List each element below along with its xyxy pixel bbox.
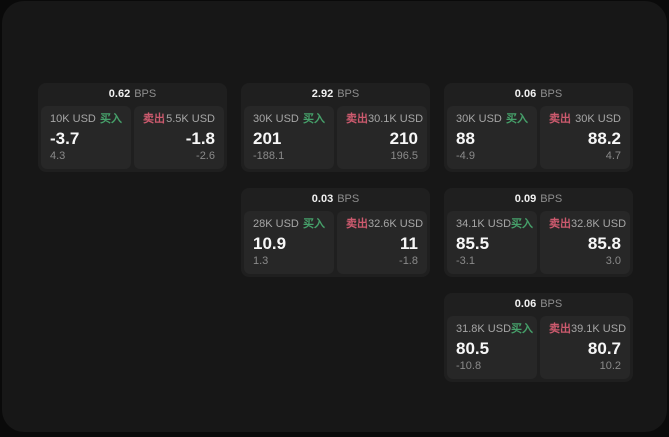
buy-side-label: 买入 xyxy=(303,218,325,230)
spread-bps-unit: BPS xyxy=(540,88,563,100)
spread-bps-unit: BPS xyxy=(337,193,360,205)
card-header: 0.06 BPS xyxy=(444,293,633,316)
card-body: 31.8K USD 买入 80.5 -10.8 卖出 39.1K USD 80.… xyxy=(444,316,633,382)
quote-card: 0.06 BPS 30K USD 买入 88 -4.9 卖出 30K USD xyxy=(444,83,633,172)
spread-bps-unit: BPS xyxy=(337,88,360,100)
quote-card-grid: 0.62 BPS 10K USD 买入 -3.7 4.3 卖出 5.5K USD xyxy=(38,83,633,382)
card-header: 2.92 BPS xyxy=(241,83,430,106)
buy-quote-panel[interactable]: 34.1K USD 买入 85.5 -3.1 xyxy=(447,211,537,274)
quote-card: 0.03 BPS 28K USD 买入 10.9 1.3 卖出 32.6K US… xyxy=(241,188,430,277)
quote-card: 0.06 BPS 31.8K USD 买入 80.5 -10.8 卖出 39.1… xyxy=(444,293,633,382)
sell-delta: 10.2 xyxy=(599,360,621,372)
buy-side-label: 买入 xyxy=(506,113,528,125)
sell-delta: -1.8 xyxy=(399,255,418,267)
sell-side-label: 卖出 xyxy=(549,323,571,335)
sell-quote-panel[interactable]: 卖出 39.1K USD 80.7 10.2 xyxy=(540,316,630,379)
sell-notional: 32.6K USD xyxy=(368,218,424,230)
card-body: 28K USD 买入 10.9 1.3 卖出 32.6K USD 11 -1.8 xyxy=(241,211,430,277)
sell-delta: 3.0 xyxy=(605,255,621,267)
spread-bps-value: 2.92 xyxy=(311,88,334,100)
sell-delta: -2.6 xyxy=(196,150,215,162)
spread-bps-value: 0.06 xyxy=(514,88,537,100)
card-header: 0.06 BPS xyxy=(444,83,633,106)
sell-notional: 30.1K USD xyxy=(368,113,424,125)
sell-notional: 30K USD xyxy=(575,113,621,125)
card-body: 30K USD 买入 201 -188.1 卖出 30.1K USD 210 1… xyxy=(241,106,430,172)
quote-card: 2.92 BPS 30K USD 买入 201 -188.1 卖出 30.1K … xyxy=(241,83,430,172)
buy-notional: 30K USD xyxy=(253,113,299,125)
spread-bps-unit: BPS xyxy=(540,298,563,310)
spread-bps-value: 0.03 xyxy=(311,193,334,205)
sell-price: 210 xyxy=(389,128,418,148)
sell-side-label: 卖出 xyxy=(143,113,165,125)
buy-price: 85.5 xyxy=(456,233,490,253)
buy-price: 10.9 xyxy=(253,233,287,253)
buy-delta: -4.9 xyxy=(456,150,475,162)
sell-side-label: 卖出 xyxy=(549,113,571,125)
buy-side-label: 买入 xyxy=(303,113,325,125)
buy-price: 88 xyxy=(456,128,475,148)
sell-notional: 32.8K USD xyxy=(571,218,627,230)
buy-price: 80.5 xyxy=(456,338,490,358)
sell-quote-panel[interactable]: 卖出 30K USD 88.2 4.7 xyxy=(540,106,630,169)
buy-side-label: 买入 xyxy=(511,218,534,230)
sell-price: 88.2 xyxy=(587,128,621,148)
card-body: 34.1K USD 买入 85.5 -3.1 卖出 32.8K USD 85.8… xyxy=(444,211,633,277)
buy-price: -3.7 xyxy=(50,128,80,148)
sell-quote-panel[interactable]: 卖出 30.1K USD 210 196.5 xyxy=(337,106,427,169)
card-header: 0.09 BPS xyxy=(444,188,633,211)
spread-bps-value: 0.62 xyxy=(108,88,131,100)
buy-delta: 1.3 xyxy=(253,255,269,267)
buy-quote-panel[interactable]: 30K USD 买入 201 -188.1 xyxy=(244,106,334,169)
buy-quote-panel[interactable]: 30K USD 买入 88 -4.9 xyxy=(447,106,537,169)
sell-side-label: 卖出 xyxy=(346,218,368,230)
sell-price: -1.8 xyxy=(185,128,215,148)
buy-notional: 28K USD xyxy=(253,218,299,230)
card-body: 30K USD 买入 88 -4.9 卖出 30K USD 88.2 4.7 xyxy=(444,106,633,172)
buy-quote-panel[interactable]: 10K USD 买入 -3.7 4.3 xyxy=(41,106,131,169)
sell-price: 80.7 xyxy=(587,338,621,358)
buy-quote-panel[interactable]: 31.8K USD 买入 80.5 -10.8 xyxy=(447,316,537,379)
buy-delta: 4.3 xyxy=(50,150,66,162)
sell-notional: 39.1K USD xyxy=(571,323,627,335)
quote-card: 0.62 BPS 10K USD 买入 -3.7 4.3 卖出 5.5K USD xyxy=(38,83,227,172)
buy-notional: 34.1K USD xyxy=(456,218,512,230)
buy-delta: -188.1 xyxy=(253,150,285,162)
card-header: 0.62 BPS xyxy=(38,83,227,106)
buy-quote-panel[interactable]: 28K USD 买入 10.9 1.3 xyxy=(244,211,334,274)
spread-bps-value: 0.09 xyxy=(514,193,537,205)
sell-price: 11 xyxy=(400,233,418,253)
sell-quote-panel[interactable]: 卖出 5.5K USD -1.8 -2.6 xyxy=(134,106,224,169)
buy-side-label: 买入 xyxy=(511,323,534,335)
buy-notional: 31.8K USD xyxy=(456,323,512,335)
sell-price: 85.8 xyxy=(587,233,621,253)
buy-notional: 30K USD xyxy=(456,113,502,125)
sell-quote-panel[interactable]: 卖出 32.6K USD 11 -1.8 xyxy=(337,211,427,274)
buy-price: 201 xyxy=(253,128,282,148)
sell-delta: 4.7 xyxy=(605,150,621,162)
buy-notional: 10K USD xyxy=(50,113,96,125)
buy-delta: -10.8 xyxy=(456,360,482,372)
card-header: 0.03 BPS xyxy=(241,188,430,211)
spread-bps-unit: BPS xyxy=(134,88,157,100)
quote-card: 0.09 BPS 34.1K USD 买入 85.5 -3.1 卖出 32.8K… xyxy=(444,188,633,277)
sell-delta: 196.5 xyxy=(390,150,418,162)
sell-quote-panel[interactable]: 卖出 32.8K USD 85.8 3.0 xyxy=(540,211,630,274)
spread-bps-value: 0.06 xyxy=(514,298,537,310)
sell-side-label: 卖出 xyxy=(346,113,368,125)
spread-bps-unit: BPS xyxy=(540,193,563,205)
card-body: 10K USD 买入 -3.7 4.3 卖出 5.5K USD -1.8 -2.… xyxy=(38,106,227,172)
sell-side-label: 卖出 xyxy=(549,218,571,230)
sell-notional: 5.5K USD xyxy=(166,113,215,125)
buy-delta: -3.1 xyxy=(456,255,475,267)
buy-side-label: 买入 xyxy=(100,113,122,125)
